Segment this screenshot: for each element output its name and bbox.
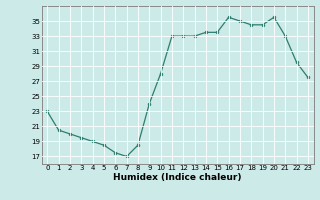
X-axis label: Humidex (Indice chaleur): Humidex (Indice chaleur) bbox=[113, 173, 242, 182]
